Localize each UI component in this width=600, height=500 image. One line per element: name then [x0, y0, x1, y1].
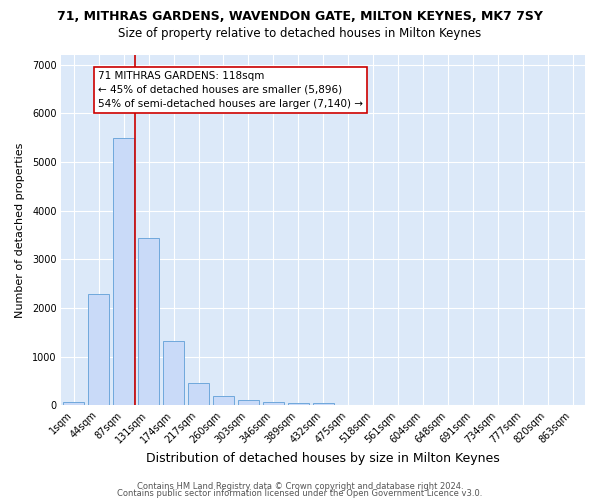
- Bar: [213, 396, 234, 405]
- Bar: [263, 402, 284, 405]
- Bar: [113, 138, 134, 405]
- Text: Contains public sector information licensed under the Open Government Licence v3: Contains public sector information licen…: [118, 490, 482, 498]
- Bar: [163, 340, 184, 405]
- Text: 71, MITHRAS GARDENS, WAVENDON GATE, MILTON KEYNES, MK7 7SY: 71, MITHRAS GARDENS, WAVENDON GATE, MILT…: [57, 10, 543, 23]
- Text: 71 MITHRAS GARDENS: 118sqm
← 45% of detached houses are smaller (5,896)
54% of s: 71 MITHRAS GARDENS: 118sqm ← 45% of deta…: [98, 71, 363, 109]
- Bar: [188, 383, 209, 405]
- X-axis label: Distribution of detached houses by size in Milton Keynes: Distribution of detached houses by size …: [146, 452, 500, 465]
- Bar: [238, 400, 259, 405]
- Text: Size of property relative to detached houses in Milton Keynes: Size of property relative to detached ho…: [118, 28, 482, 40]
- Bar: [64, 402, 85, 405]
- Bar: [287, 402, 309, 405]
- Bar: [313, 403, 334, 405]
- Bar: [88, 294, 109, 405]
- Text: Contains HM Land Registry data © Crown copyright and database right 2024.: Contains HM Land Registry data © Crown c…: [137, 482, 463, 491]
- Y-axis label: Number of detached properties: Number of detached properties: [15, 142, 25, 318]
- Bar: [138, 238, 159, 405]
